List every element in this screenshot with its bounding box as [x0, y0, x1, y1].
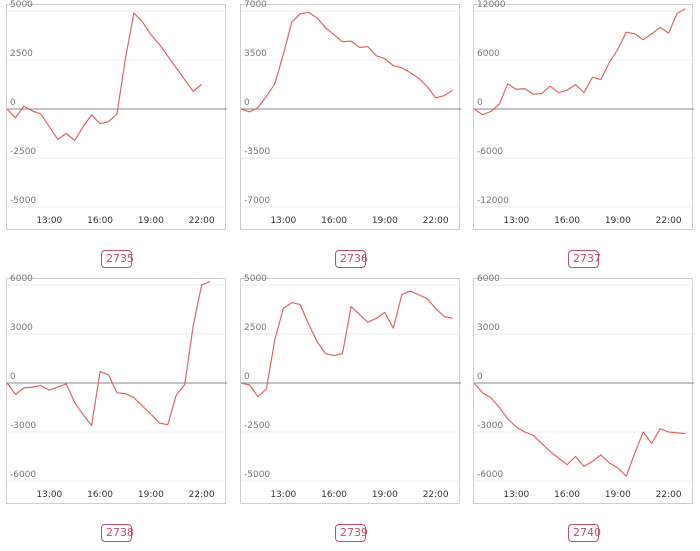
chart-id-badge[interactable]: 2736 — [335, 250, 368, 268]
line-chart: -6000 -3000 0 3000 6000 13:00 16:00 19:00 22:00 — [6, 274, 227, 500]
y-tick-label: -2500 — [244, 421, 270, 431]
y-tick-label: 3500 — [244, 49, 267, 59]
plot-area: -6000 -3000 0 3000 6000 13:00 16:00 19:00 22:00 — [473, 274, 694, 504]
y-tick-label: 5000 — [244, 274, 267, 284]
x-tick-label: 19:00 — [372, 490, 398, 500]
line-chart: -7000 -3500 0 3500 7000 13:00 16:00 19:00 22:00 — [240, 0, 461, 226]
y-tick-label: 2500 — [10, 49, 33, 59]
x-tick-label: 16:00 — [87, 490, 113, 500]
y-tick-label: 3000 — [477, 323, 500, 333]
line-chart: -12000 -6000 0 6000 12000 13:00 16:00 19:00 22:0… — [473, 0, 694, 226]
y-tick-label: -6000 — [477, 147, 503, 157]
x-tick-label: 13:00 — [36, 216, 62, 226]
line-chart: -5000 -2500 0 2500 5000 13:00 16:00 19:00 22:00 — [240, 274, 461, 500]
x-tick-label: 19:00 — [605, 490, 631, 500]
y-tick-label: -7000 — [244, 196, 270, 206]
line-chart: -6000 -3000 0 3000 6000 13:00 16:00 19:00 22:00 — [473, 274, 694, 500]
y-tick-label: 0 — [10, 372, 16, 382]
x-tick-label: 22:00 — [423, 490, 449, 500]
x-tick-label: 22:00 — [656, 490, 682, 500]
y-tick-label: -5000 — [244, 470, 270, 480]
x-tick-label: 19:00 — [138, 216, 164, 226]
chart-panel-2735: -5000 -2500 0 2500 5000 13:00 16:00 19:00 22:00 2… — [6, 0, 227, 268]
x-tick-label: 16:00 — [87, 216, 113, 226]
y-tick-label: -3000 — [477, 421, 503, 431]
series-line — [240, 290, 453, 398]
x-tick-label: 22:00 — [189, 490, 215, 500]
chart-id-badge[interactable]: 2735 — [101, 250, 134, 268]
y-tick-label: -3000 — [10, 421, 36, 431]
series-line — [6, 12, 202, 141]
series-line — [240, 11, 453, 113]
y-tick-label: -2500 — [10, 147, 36, 157]
x-tick-label: 16:00 — [554, 490, 580, 500]
y-tick-label: 0 — [244, 98, 250, 108]
y-tick-label: 0 — [477, 372, 483, 382]
x-tick-label: 13:00 — [270, 216, 296, 226]
chart-id-badge[interactable]: 2739 — [335, 524, 368, 542]
y-tick-label: -5000 — [10, 196, 36, 206]
chart-id-badge[interactable]: 2738 — [101, 524, 134, 542]
chart-id-badge[interactable]: 2740 — [568, 524, 601, 542]
x-tick-label: 13:00 — [503, 216, 529, 226]
plot-area: -12000 -6000 0 6000 12000 13:00 16:00 19:00 22:0… — [473, 0, 694, 230]
x-tick-label: 22:00 — [656, 216, 682, 226]
line-chart: -5000 -2500 0 2500 5000 13:00 16:00 19:00 22:00 — [6, 0, 227, 226]
x-tick-label: 13:00 — [36, 490, 62, 500]
chart-panel-2739: -5000 -2500 0 2500 5000 13:00 16:00 19:00 22:00 2… — [240, 274, 461, 542]
x-tick-label: 19:00 — [605, 216, 631, 226]
y-tick-label: 0 — [477, 98, 483, 108]
y-tick-label: 7000 — [244, 0, 267, 10]
y-tick-label: 5000 — [10, 0, 33, 10]
x-tick-label: 13:00 — [270, 490, 296, 500]
chart-panel-2736: -7000 -3500 0 3500 7000 13:00 16:00 19:00 22:00 2… — [240, 0, 461, 268]
y-tick-label: 6000 — [477, 274, 500, 284]
y-tick-label: -6000 — [477, 470, 503, 480]
x-tick-label: 22:00 — [423, 216, 449, 226]
y-tick-label: 12000 — [477, 0, 506, 10]
x-tick-label: 16:00 — [321, 216, 347, 226]
y-tick-label: 2500 — [244, 323, 267, 333]
x-tick-label: 16:00 — [554, 216, 580, 226]
chart-id-badge[interactable]: 2737 — [568, 250, 601, 268]
series-line — [6, 281, 211, 427]
plot-area: -5000 -2500 0 2500 5000 13:00 16:00 19:00 22:00 — [6, 0, 227, 230]
plot-area: -7000 -3500 0 3500 7000 13:00 16:00 19:00 22:00 — [240, 0, 461, 230]
series-line — [473, 8, 686, 116]
y-tick-label: 6000 — [10, 274, 33, 284]
plot-area: -6000 -3000 0 3000 6000 13:00 16:00 19:00 22:00 — [6, 274, 227, 504]
x-tick-label: 13:00 — [503, 490, 529, 500]
y-tick-label: -3500 — [244, 147, 270, 157]
y-tick-label: -6000 — [10, 470, 36, 480]
x-tick-label: 19:00 — [372, 216, 398, 226]
plot-area: -5000 -2500 0 2500 5000 13:00 16:00 19:00 22:00 — [240, 274, 461, 504]
chart-panel-2738: -6000 -3000 0 3000 6000 13:00 16:00 19:00 22:00 2… — [6, 274, 227, 542]
x-tick-label: 19:00 — [138, 490, 164, 500]
y-tick-label: 6000 — [477, 49, 500, 59]
y-tick-label: 0 — [244, 372, 250, 382]
chart-panel-2740: -6000 -3000 0 3000 6000 13:00 16:00 19:00 22:00 2… — [473, 274, 694, 542]
y-tick-label: 3000 — [10, 323, 33, 333]
series-line — [473, 382, 686, 477]
y-tick-label: -12000 — [477, 196, 509, 206]
y-tick-label: 0 — [10, 98, 16, 108]
chart-panel-2737: -12000 -6000 0 6000 12000 13:00 16:00 19:00 22:0… — [473, 0, 694, 268]
x-tick-label: 22:00 — [189, 216, 215, 226]
x-tick-label: 16:00 — [321, 490, 347, 500]
